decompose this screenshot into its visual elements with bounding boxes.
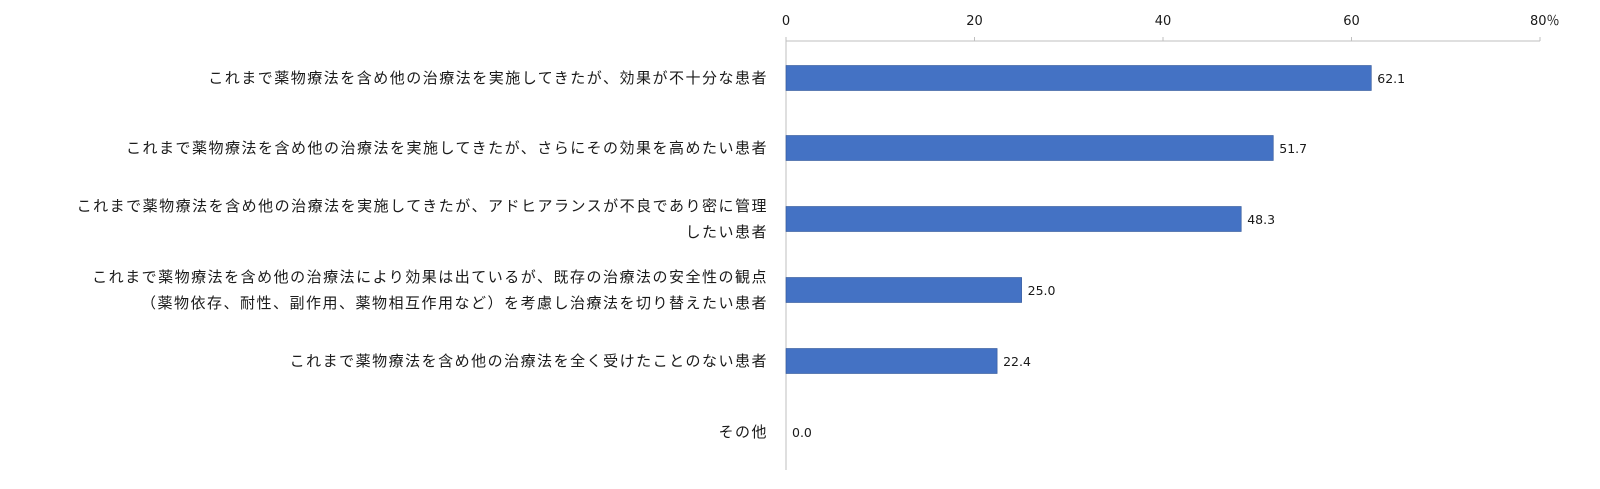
data-label: 62.1 [1377,71,1405,86]
x-tick-label: 80％ [1530,14,1560,29]
data-label: 25.0 [1028,283,1056,298]
data-label: 48.3 [1247,212,1275,227]
category-label: これまで薬物療法を含め他の治療法を実施してきたが、さらにその効果を高めたい患者 [126,139,768,157]
category-label: これまで薬物療法を含め他の治療法を全く受けたことのない患者 [290,352,768,370]
data-label: 0.0 [792,425,812,440]
category-label: その他 [718,423,768,441]
category-label: これまで薬物療法を含め他の治療法により効果は出ているが、既存の治療法の安全性の観… [92,268,768,312]
x-tick-label: 0 [782,14,790,29]
category-label: これまで薬物療法を含め他の治療法を実施してきたが、アドヒアランスが不良であり密に… [77,197,768,241]
bar [785,277,1022,303]
category-label: これまで薬物療法を含め他の治療法を実施してきたが、効果が不十分な患者 [208,69,768,87]
data-label: 51.7 [1279,141,1307,156]
bar [785,348,998,374]
x-tick-label: 20 [966,14,983,29]
x-tick-label: 40 [1155,14,1172,29]
bar [785,65,1372,91]
data-label: 22.4 [1003,354,1031,369]
category-labels: これまで薬物療法を含め他の治療法を実施してきたが、効果が不十分な患者これまで薬物… [77,69,768,441]
x-axis: 0 20 40 60 80％ [782,14,1560,470]
bar [785,206,1242,232]
bars: 62.1 51.7 48.3 25.0 22.4 0.0 [785,65,1405,440]
x-tick-label: 60 [1343,14,1360,29]
bar [785,135,1274,161]
